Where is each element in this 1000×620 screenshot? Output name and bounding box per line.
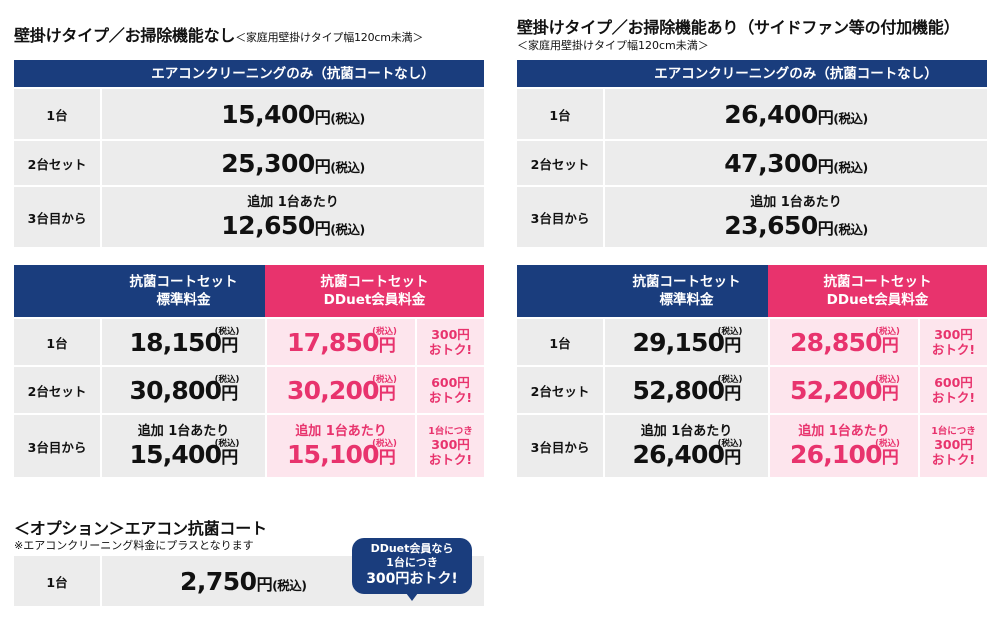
left-basic-table: エアコンクリーニングのみ（抗菌コートなし） 1台 15,400円(税込) 2台セ… xyxy=(14,60,484,247)
left-coat-row-label: 1台 xyxy=(14,317,102,365)
bubble-line2: 1台につき xyxy=(386,556,438,569)
left-basic-row-price: 25,300円(税込) xyxy=(102,139,484,185)
right-heading-sub: ＜家庭用壁掛けタイプ幅120cm未満＞ xyxy=(517,39,709,52)
left-coat-row-member: 追加 1台あたり 15,100円 (税込) xyxy=(265,413,415,477)
left-heading-text: 壁掛けタイプ／お掃除機能なし xyxy=(14,26,236,45)
right-coat-header-std: 抗菌コートセット 標準料金 xyxy=(605,265,768,317)
right-basic-row-price: 26,400円(税込) xyxy=(605,87,987,139)
right-coat-row-member: 追加 1台あたり 26,100円 (税込) xyxy=(768,413,918,477)
right-coat-row-label: 2台セット xyxy=(517,365,605,413)
left-coat-header-std: 抗菌コートセット 標準料金 xyxy=(102,265,265,317)
right-coat-row-label: 1台 xyxy=(517,317,605,365)
left-coat-row-label: 3台目から xyxy=(14,413,102,477)
left-basic-row-price: 追加 1台あたり 12,650円(税込) xyxy=(102,185,484,247)
option-table: 1台 2,750円(税込) xyxy=(14,556,484,606)
right-coat-header-blank xyxy=(517,265,605,317)
right-coat-table: 抗菌コートセット 標準料金 抗菌コートセット DDuet会員料金 1台 29,1… xyxy=(517,265,987,477)
left-coat-row-label: 2台セット xyxy=(14,365,102,413)
left-basic-row-label: 1台 xyxy=(14,87,102,139)
option-row-label: 1台 xyxy=(14,556,102,606)
right-coat-row-member: 28,850円 (税込) xyxy=(768,317,918,365)
right-basic-row-label: 2台セット xyxy=(517,139,605,185)
left-coat-row-std: 18,150円 (税込) xyxy=(102,317,265,365)
right-basic-row-label: 1台 xyxy=(517,87,605,139)
left-basic-header-blank xyxy=(14,60,102,87)
left-coat-row-member: 17,850円 (税込) xyxy=(265,317,415,365)
left-basic-row-price: 15,400円(税込) xyxy=(102,87,484,139)
left-heading: 壁掛けタイプ／お掃除機能なし＜家庭用壁掛けタイプ幅120cm未満＞ xyxy=(14,22,423,46)
right-basic-header: エアコンクリーニングのみ（抗菌コートなし） xyxy=(605,60,987,87)
right-basic-row-label: 3台目から xyxy=(517,185,605,247)
right-heading: 壁掛けタイプ／お掃除機能あり（サイドファン等の付加機能） xyxy=(517,18,960,37)
option-row-price: 2,750円(税込) xyxy=(102,556,484,606)
left-coat-header-blank xyxy=(14,265,102,317)
right-coat-row-std: 追加 1台あたり 26,400円 (税込) xyxy=(605,413,768,477)
bubble-line1: DDuet会員なら xyxy=(370,542,454,555)
left-coat-row-member: 30,200円 (税込) xyxy=(265,365,415,413)
left-coat-row-std: 30,800円 (税込) xyxy=(102,365,265,413)
member-discount-bubble: DDuet会員なら 1台につき 300円おトク! xyxy=(352,538,472,594)
right-coat-row-label: 3台目から xyxy=(517,413,605,477)
right-basic-row-price: 追加 1台あたり 23,650円(税込) xyxy=(605,185,987,247)
right-coat-row-save: 300円 おトク! xyxy=(918,317,987,365)
left-basic-header: エアコンクリーニングのみ（抗菌コートなし） xyxy=(102,60,484,87)
left-coat-header-member: 抗菌コートセット DDuet会員料金 xyxy=(265,265,484,317)
bubble-tail-icon xyxy=(406,593,418,601)
left-basic-row-label: 2台セット xyxy=(14,139,102,185)
option-note: ※エアコンクリーニング料金にプラスとなります xyxy=(14,539,254,552)
left-coat-row-std: 追加 1台あたり 15,400円 (税込) xyxy=(102,413,265,477)
right-basic-table: エアコンクリーニングのみ（抗菌コートなし） 1台 26,400円(税込) 2台セ… xyxy=(517,60,987,247)
left-heading-sub: ＜家庭用壁掛けタイプ幅120cm未満＞ xyxy=(235,31,424,44)
right-basic-row-price: 47,300円(税込) xyxy=(605,139,987,185)
option-heading: ＜オプション＞エアコン抗菌コート xyxy=(14,519,267,538)
right-coat-row-std: 52,800円 (税込) xyxy=(605,365,768,413)
right-basic-header-blank xyxy=(517,60,605,87)
left-basic-row-label: 3台目から xyxy=(14,185,102,247)
left-coat-row-save: 1台につき 300円 おトク! xyxy=(415,413,484,477)
right-coat-row-save: 600円 おトク! xyxy=(918,365,987,413)
left-coat-row-save: 300円 おトク! xyxy=(415,317,484,365)
right-coat-row-std: 29,150円 (税込) xyxy=(605,317,768,365)
right-coat-row-save: 1台につき 300円 おトク! xyxy=(918,413,987,477)
left-coat-row-save: 600円 おトク! xyxy=(415,365,484,413)
left-coat-table: 抗菌コートセット 標準料金 抗菌コートセット DDuet会員料金 1台 18,1… xyxy=(14,265,484,477)
right-coat-row-member: 52,200円 (税込) xyxy=(768,365,918,413)
right-coat-header-member: 抗菌コートセット DDuet会員料金 xyxy=(768,265,987,317)
bubble-line3: 300円おトク! xyxy=(366,571,458,587)
